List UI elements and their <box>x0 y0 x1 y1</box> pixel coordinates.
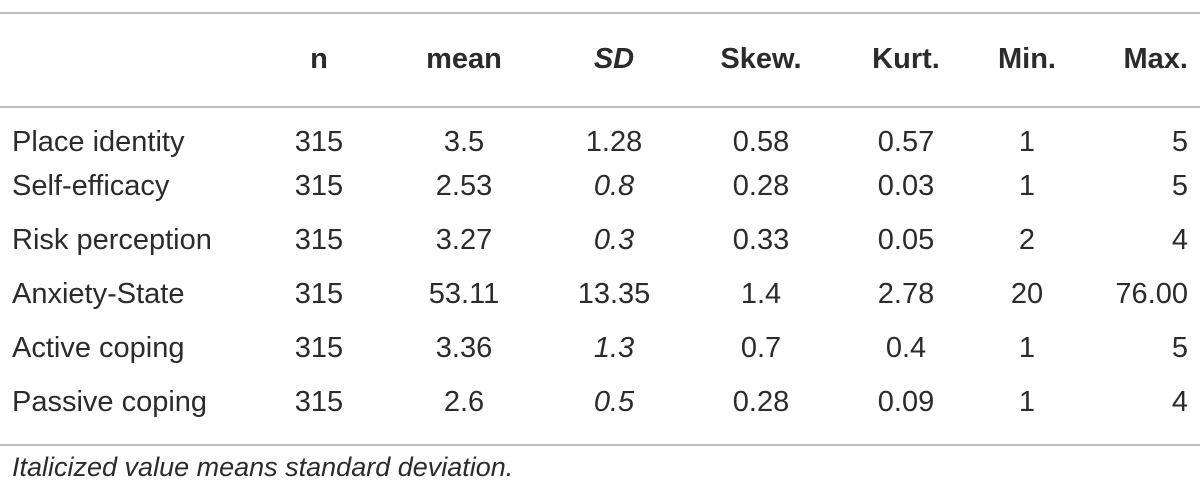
table-row: Passive coping 315 2.6 0.5 0.28 0.09 1 4 <box>0 375 1200 429</box>
cell-min: 2 <box>1018 223 1036 256</box>
cell-max: 5 <box>1171 331 1188 364</box>
cell-n: 315 <box>294 385 344 418</box>
cell-mean: 53.11 <box>428 277 500 310</box>
header-rule <box>0 106 1200 108</box>
header-sd: SD <box>593 42 635 75</box>
cell-min: 20 <box>1010 277 1044 310</box>
cell-n: 315 <box>294 277 344 310</box>
cell-min: 1 <box>1018 169 1036 202</box>
cell-skew: 0.28 <box>732 169 790 202</box>
cell-n: 315 <box>294 331 344 364</box>
cell-n: 315 <box>294 169 344 202</box>
table-row: Place identity 315 3.5 1.28 0.58 0.57 1 5 <box>0 104 1200 159</box>
header-skew: Skew. <box>720 42 802 75</box>
cell-kurt: 0.03 <box>877 169 935 202</box>
descriptive-stats-table: n mean SD Skew. Kurt. Min. Max. Place id… <box>0 14 1200 429</box>
bottom-rule <box>0 444 1200 446</box>
cell-mean: 2.6 <box>443 385 485 418</box>
cell-sd: 0.5 <box>593 385 635 418</box>
cell-label: Active coping <box>12 331 185 364</box>
cell-sd: 1.3 <box>593 331 635 364</box>
cell-min: 1 <box>1018 331 1036 364</box>
cell-max: 5 <box>1171 126 1188 158</box>
table-row: Active coping 315 3.36 1.3 0.7 0.4 1 5 <box>0 321 1200 375</box>
cell-sd: 1.28 <box>585 126 643 158</box>
header-n: n <box>310 42 328 75</box>
header-label <box>0 14 262 104</box>
cell-mean: 3.36 <box>435 331 493 364</box>
cell-mean: 2.53 <box>435 169 493 202</box>
cell-skew: 0.28 <box>732 385 790 418</box>
cell-sd: 0.3 <box>593 223 635 256</box>
cell-kurt: 0.09 <box>877 385 935 418</box>
table-row: Self-efficacy 315 2.53 0.8 0.28 0.03 1 5 <box>0 159 1200 213</box>
header-mean: mean <box>426 42 502 75</box>
cell-sd: 13.35 <box>577 277 651 310</box>
header-row: n mean SD Skew. Kurt. Min. Max. <box>0 14 1200 104</box>
cell-min: 1 <box>1018 126 1036 158</box>
cell-max: 76.00 <box>1115 277 1188 310</box>
cell-mean: 3.27 <box>435 223 493 256</box>
cell-sd: 0.8 <box>593 169 635 202</box>
header-min: Min. <box>998 42 1056 75</box>
cell-kurt: 0.4 <box>885 331 927 364</box>
cell-min: 1 <box>1018 385 1036 418</box>
cell-mean: 3.5 <box>443 126 485 158</box>
cell-skew: 0.7 <box>740 331 782 364</box>
cell-kurt: 0.05 <box>877 223 935 256</box>
cell-n: 315 <box>294 223 344 256</box>
cell-max: 4 <box>1171 223 1188 256</box>
header-max: Max. <box>1123 42 1188 75</box>
header-kurt: Kurt. <box>872 42 940 75</box>
cell-max: 4 <box>1171 385 1188 418</box>
cell-skew: 1.4 <box>740 277 782 310</box>
table-row: Risk perception 315 3.27 0.3 0.33 0.05 2 4 <box>0 213 1200 267</box>
cell-label: Passive coping <box>12 385 208 418</box>
table-row: Anxiety-State 315 53.11 13.35 1.4 2.78 20 76.00 <box>0 267 1200 321</box>
top-rule <box>0 12 1200 14</box>
cell-label: Anxiety-State <box>12 277 185 310</box>
cell-n: 315 <box>294 126 344 158</box>
cell-skew: 0.33 <box>732 223 790 256</box>
cell-label: Self-efficacy <box>12 169 170 202</box>
table-footnote: Italicized value means standard deviatio… <box>12 452 514 482</box>
cell-max: 5 <box>1171 169 1188 202</box>
cell-kurt: 2.78 <box>877 277 935 310</box>
cell-skew: 0.58 <box>732 126 790 158</box>
cell-label: Place identity <box>12 126 185 158</box>
cell-kurt: 0.57 <box>877 126 935 158</box>
cell-label: Risk perception <box>12 223 212 256</box>
